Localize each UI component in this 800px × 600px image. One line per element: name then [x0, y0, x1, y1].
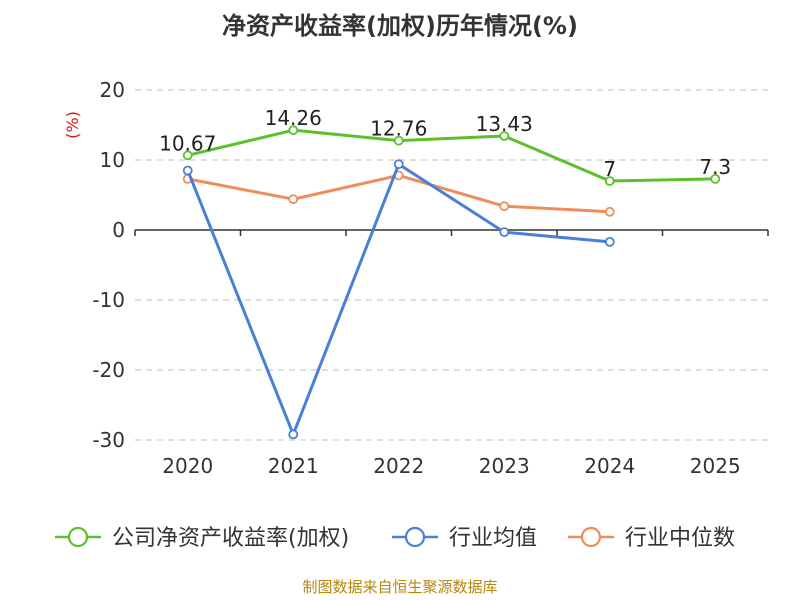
- series-0-point: [499, 131, 510, 141]
- series-1-point: [393, 159, 404, 170]
- legend-circle-icon: [404, 526, 426, 548]
- x-tick-label: 2022: [373, 454, 424, 478]
- series-1-point: [604, 236, 615, 247]
- y-tick-label: 10: [100, 148, 125, 172]
- y-tick-label: -10: [92, 288, 125, 312]
- x-tick-label: 2021: [268, 454, 319, 478]
- series-0-point: [182, 150, 193, 161]
- series-1-point: [182, 165, 193, 176]
- x-tick-label: 2025: [690, 454, 741, 478]
- data-label: 7.3: [699, 155, 731, 179]
- x-tick-label: 2020: [162, 454, 213, 478]
- series-0-point: [393, 135, 404, 146]
- legend[interactable]: 公司净资产收益率(加权) 行业均值 行业中位数: [55, 526, 735, 551]
- chart-title: 净资产收益率(加权)历年情况(%): [222, 12, 578, 40]
- legend-label: 公司净资产收益率(加权): [112, 526, 349, 551]
- legend-circle-icon: [580, 526, 602, 548]
- y-tick-label: -30: [92, 428, 125, 452]
- series-0-point: [288, 125, 299, 136]
- data-label: 13.43: [476, 112, 533, 136]
- y-tick-label: -20: [92, 358, 125, 382]
- series-1-point: [499, 227, 510, 238]
- legend-circle-icon: [67, 526, 89, 548]
- series-2-point: [604, 206, 615, 217]
- data-label: 14.26: [265, 106, 322, 130]
- series-line-1: [186, 162, 610, 436]
- series-2-point: [288, 194, 299, 205]
- legend-item-1[interactable]: 行业均值: [392, 526, 537, 551]
- x-tick-label: 2024: [584, 454, 635, 478]
- data-labels: 10.67 14.26 12.76 13.43 7 7.3: [159, 106, 731, 181]
- y-tick-label: 0: [112, 218, 125, 242]
- legend-item-0[interactable]: 公司净资产收益率(加权): [55, 526, 349, 551]
- series-2-point: [499, 201, 510, 212]
- y-tick-label: 20: [100, 78, 125, 102]
- data-label: 10.67: [159, 131, 216, 155]
- source-footer: 制图数据来自恒生聚源数据库: [302, 578, 497, 596]
- legend-label: 行业中位数: [625, 526, 735, 551]
- data-label: 12.76: [370, 117, 427, 141]
- legend-item-2[interactable]: 行业中位数: [568, 526, 735, 551]
- series-1-point: [288, 429, 299, 440]
- series-line-2: [187, 173, 610, 214]
- series-lines: [182, 125, 721, 440]
- series-0-point: [710, 173, 721, 184]
- legend-label: 行业均值: [449, 526, 537, 551]
- gridlines: [135, 89, 768, 441]
- axes: 20 10 0 -10 -20 -30 2020 2021 2022 2023 2024 2025: [92, 78, 769, 478]
- x-tick-label: 2023: [479, 454, 530, 478]
- series-line-0: [187, 128, 716, 183]
- y-axis-label: (%): [63, 111, 82, 139]
- data-label: 7: [603, 157, 616, 181]
- series-0-point: [604, 176, 615, 186]
